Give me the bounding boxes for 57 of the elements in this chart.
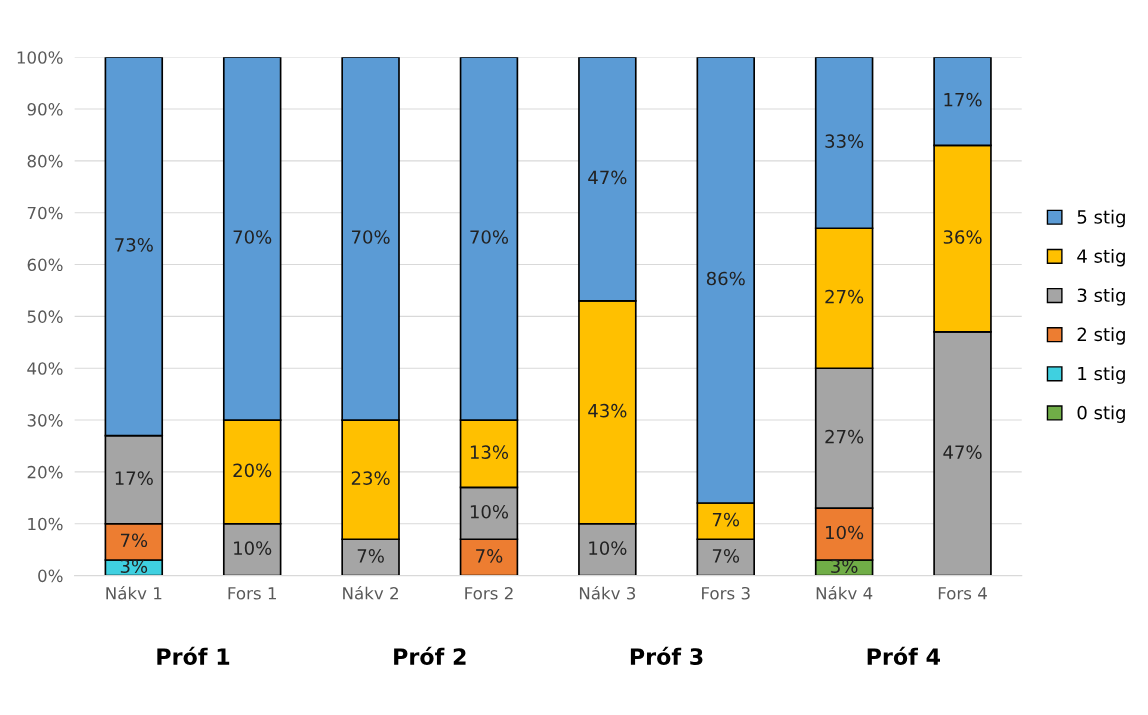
legend-label: 1 stig <box>1078 366 1125 384</box>
legend-label: 3 stig <box>1077 288 1125 306</box>
y-tick-label: 50% <box>27 310 63 323</box>
data-label: 70% <box>233 230 272 244</box>
data-label: 27% <box>825 429 864 444</box>
text: Próf 3 <box>630 646 703 665</box>
data-label: 7% <box>357 549 384 563</box>
y-tick-label: 20% <box>27 465 63 479</box>
y-tick-label: 30% <box>27 414 63 427</box>
data-label: 7% <box>712 549 740 563</box>
data-label: 47% <box>588 170 627 185</box>
data-label: 10% <box>589 541 627 555</box>
text: Próf 4 <box>867 646 940 665</box>
text: Próf 1 <box>157 646 230 665</box>
data-label: 43% <box>588 403 627 418</box>
data-label: 23% <box>351 471 390 485</box>
data-label: 86% <box>706 271 745 286</box>
data-label: 17% <box>944 92 982 107</box>
data-label: 27% <box>825 289 864 304</box>
y-tick-label: 40% <box>27 362 63 375</box>
data-label: 17% <box>115 471 153 485</box>
y-tick-label: 60% <box>27 258 63 272</box>
data-label: 70% <box>470 230 509 244</box>
x-tick-label: Fors 3 <box>702 586 750 600</box>
data-label: 20% <box>233 463 272 478</box>
x-tick-label: Fors 2 <box>465 586 513 600</box>
y-tick-label: 80% <box>27 154 63 168</box>
data-label: 10% <box>234 541 272 555</box>
legend-label: 2 stig <box>1077 327 1125 345</box>
text: Próf 2 <box>394 646 466 665</box>
x-tick-label: Nákv 2 <box>343 586 398 600</box>
data-label: 36% <box>943 230 982 244</box>
data-label: 13% <box>470 445 509 459</box>
data-label: 73% <box>115 237 153 252</box>
data-label: 10% <box>826 525 864 540</box>
data-label: 7% <box>712 512 740 527</box>
y-tick-label: 10% <box>28 517 63 531</box>
data-label: 10% <box>470 504 509 519</box>
y-tick-label: 90% <box>27 103 63 116</box>
data-label: 7% <box>476 549 503 563</box>
legend-label: 5 stig <box>1077 209 1125 228</box>
data-label: 7% <box>120 533 148 548</box>
x-tick-label: Nákv 1 <box>106 586 162 600</box>
data-label: 3% <box>120 559 148 574</box>
x-tick-label: Fors 4 <box>938 587 987 600</box>
legend-label: 4 stig <box>1077 248 1125 267</box>
y-tick-label: 0% <box>38 569 63 583</box>
data-label: 33% <box>825 134 864 148</box>
legend-label: 0 stig <box>1077 405 1125 423</box>
x-tick-label: Fors 1 <box>228 587 276 600</box>
data-label: 3% <box>831 559 858 574</box>
x-tick-label: Nákv 4 <box>816 586 873 600</box>
x-tick-label: Nákv 3 <box>579 586 636 600</box>
data-label: 47% <box>943 445 982 459</box>
data-label: 70% <box>352 230 390 244</box>
y-tick-label: 70% <box>27 206 63 220</box>
y-tick-label: 100% <box>17 51 63 64</box>
